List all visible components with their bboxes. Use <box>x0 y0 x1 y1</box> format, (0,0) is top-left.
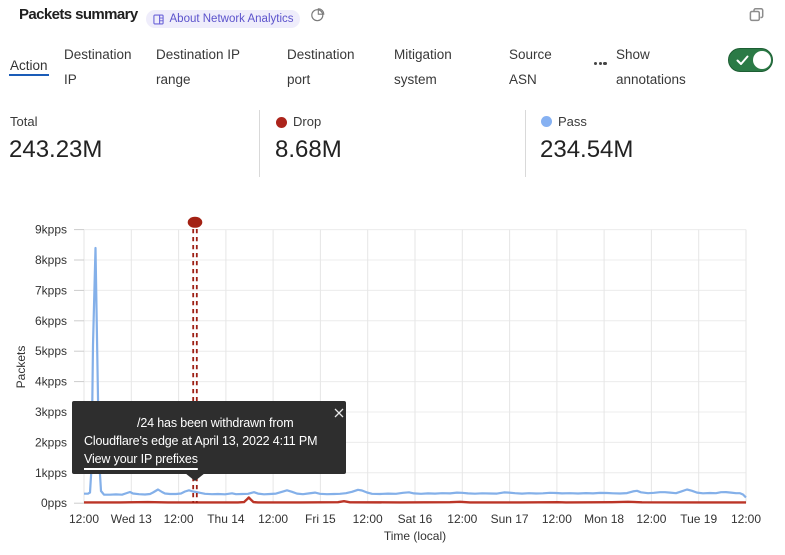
svg-text:12:00: 12:00 <box>636 512 666 526</box>
svg-text:Mon 18: Mon 18 <box>584 512 624 526</box>
svg-text:6kpps: 6kpps <box>35 314 67 328</box>
svg-text:Time (local): Time (local) <box>384 529 446 543</box>
svg-text:5kpps: 5kpps <box>35 344 67 358</box>
svg-text:12:00: 12:00 <box>353 512 383 526</box>
svg-text:Thu 14: Thu 14 <box>207 512 245 526</box>
svg-text:12:00: 12:00 <box>69 512 99 526</box>
svg-text:8kpps: 8kpps <box>35 253 67 267</box>
svg-text:12:00: 12:00 <box>731 512 761 526</box>
svg-text:12:00: 12:00 <box>164 512 194 526</box>
svg-text:2kpps: 2kpps <box>35 435 67 449</box>
svg-text:7kpps: 7kpps <box>35 283 67 297</box>
svg-text:1kpps: 1kpps <box>35 466 67 480</box>
svg-text:12:00: 12:00 <box>542 512 572 526</box>
svg-text:12:00: 12:00 <box>447 512 477 526</box>
svg-text:Sat 16: Sat 16 <box>398 512 433 526</box>
svg-text:4kpps: 4kpps <box>35 375 67 389</box>
svg-text:9kpps: 9kpps <box>35 223 67 237</box>
svg-text:Sun 17: Sun 17 <box>491 512 529 526</box>
svg-text:Wed 13: Wed 13 <box>111 512 152 526</box>
svg-text:Fri 15: Fri 15 <box>305 512 336 526</box>
svg-text:3kpps: 3kpps <box>35 405 67 419</box>
svg-text:Packets: Packets <box>14 346 28 389</box>
svg-text:12:00: 12:00 <box>258 512 288 526</box>
svg-text:0pps: 0pps <box>41 496 67 510</box>
svg-text:Tue 19: Tue 19 <box>680 512 717 526</box>
